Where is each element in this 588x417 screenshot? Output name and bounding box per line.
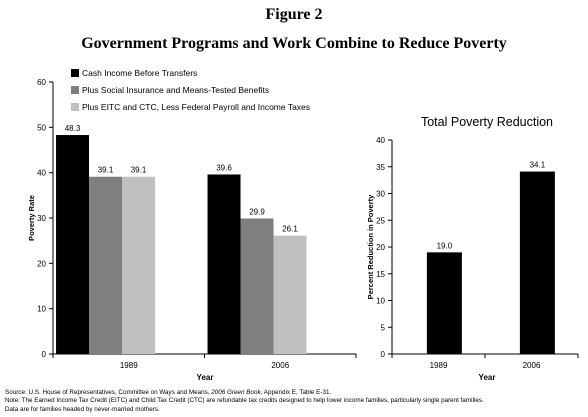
y-tick-label: 0	[381, 350, 386, 359]
legend-swatch	[71, 103, 79, 111]
source-prefix: Source: U.S. House of Representatives, C…	[5, 389, 212, 396]
data-label: 34.1	[530, 161, 546, 170]
source-title: 2006 Green Book	[211, 389, 261, 396]
y-tick-label: 5	[381, 323, 386, 332]
bar	[56, 135, 90, 354]
bar	[240, 218, 274, 354]
x-axis-title: Year	[479, 373, 496, 382]
y-tick-label: 15	[376, 270, 385, 279]
legend-label: Cash Income Before Transfers	[82, 68, 197, 78]
figure-title: Government Programs and Work Combine to …	[81, 35, 507, 52]
credit-note: Note: The Earned Income Tax Credit (EITC…	[5, 397, 484, 405]
y-tick-label: 30	[376, 190, 385, 199]
y-tick-label: 30	[37, 214, 46, 223]
source-suffix: , Appendix E, Table E-31.	[260, 389, 332, 396]
y-axis-title: Poverty Rate	[27, 195, 36, 241]
data-label: 19.0	[437, 241, 453, 250]
data-label: 26.1	[282, 225, 298, 234]
y-tick-label: 40	[376, 136, 385, 145]
data-label: 29.9	[249, 207, 265, 216]
y-tick-label: 20	[37, 259, 46, 268]
figure-label: Figure 2	[265, 6, 323, 23]
y-tick-label: 25	[376, 216, 385, 225]
x-category-label: 2006	[523, 361, 541, 370]
data-label: 39.1	[98, 166, 114, 175]
data-label: 39.6	[216, 163, 232, 172]
source-note: Source: U.S. House of Representatives, C…	[5, 389, 484, 397]
data-note: Data are for families headed by never-ma…	[5, 405, 160, 413]
data-label: 48.3	[65, 124, 81, 133]
y-tick-label: 10	[376, 297, 385, 306]
legend-swatch	[71, 69, 79, 77]
y-tick-label: 20	[376, 243, 385, 252]
bar	[426, 252, 462, 354]
bar	[207, 174, 241, 354]
x-category-label: 1989	[120, 361, 138, 370]
legend-swatch	[71, 86, 79, 94]
y-axis-title: Percent Reduction in Poverty	[366, 194, 375, 299]
y-tick-label: 10	[37, 305, 46, 314]
y-tick-label: 0	[42, 350, 47, 359]
y-tick-label: 60	[37, 78, 46, 87]
legend-label: Plus Social Insurance and Means-Tested B…	[82, 85, 269, 95]
x-axis-title: Year	[197, 373, 214, 382]
chart-title: Total Poverty Reduction	[421, 115, 553, 129]
bar	[519, 171, 555, 354]
y-tick-label: 50	[37, 123, 46, 132]
bar	[89, 176, 123, 354]
x-category-label: 2006	[271, 361, 289, 370]
figure-notes: Source: U.S. House of Representatives, C…	[5, 389, 484, 414]
y-tick-label: 35	[376, 163, 385, 172]
legend-label: Plus EITC and CTC, Less Federal Payroll …	[82, 102, 310, 112]
y-tick-label: 40	[37, 169, 46, 178]
x-category-label: 1989	[430, 361, 448, 370]
bar	[273, 235, 307, 354]
bar	[122, 176, 156, 354]
data-label: 39.1	[131, 166, 147, 175]
